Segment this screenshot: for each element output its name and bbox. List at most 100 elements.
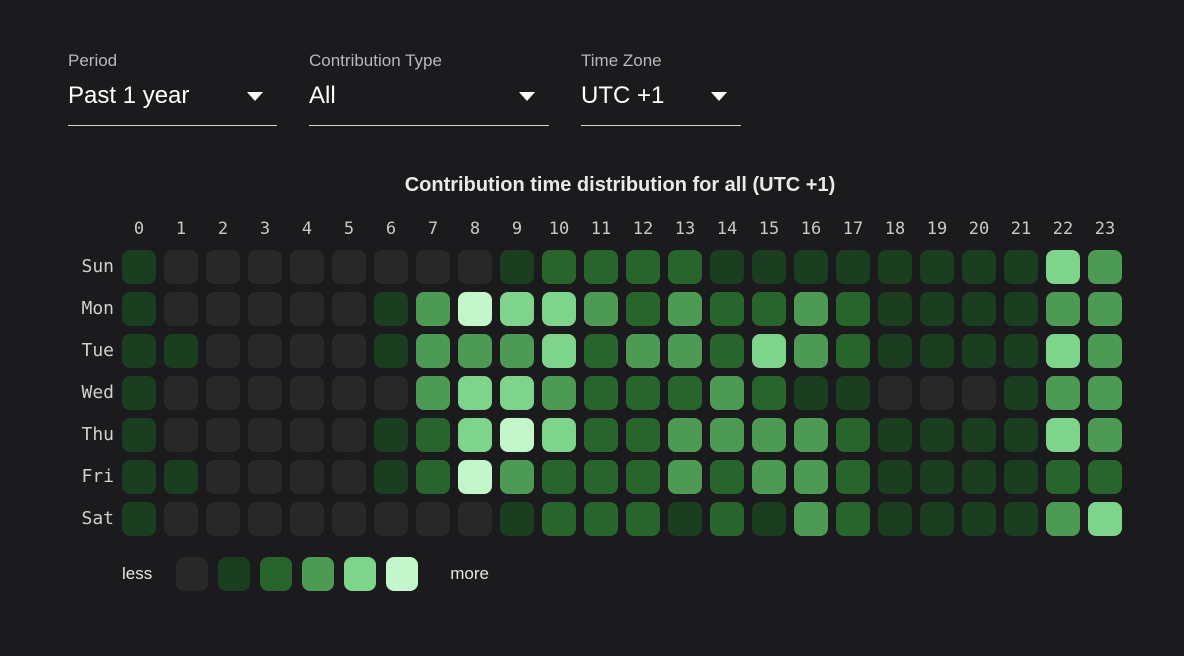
heatmap-cell[interactable] xyxy=(1046,460,1080,494)
heatmap-cell[interactable] xyxy=(290,334,324,368)
heatmap-cell[interactable] xyxy=(416,334,450,368)
heatmap-cell[interactable] xyxy=(710,334,744,368)
heatmap-cell[interactable] xyxy=(1088,250,1122,284)
heatmap-cell[interactable] xyxy=(1088,418,1122,452)
heatmap-cell[interactable] xyxy=(500,418,534,452)
heatmap-cell[interactable] xyxy=(878,502,912,536)
heatmap-cell[interactable] xyxy=(668,292,702,326)
heatmap-cell[interactable] xyxy=(836,502,870,536)
heatmap-cell[interactable] xyxy=(500,502,534,536)
heatmap-cell[interactable] xyxy=(374,376,408,410)
heatmap-cell[interactable] xyxy=(332,418,366,452)
heatmap-cell[interactable] xyxy=(1046,418,1080,452)
heatmap-cell[interactable] xyxy=(122,250,156,284)
heatmap-cell[interactable] xyxy=(500,460,534,494)
heatmap-cell[interactable] xyxy=(374,334,408,368)
heatmap-cell[interactable] xyxy=(332,502,366,536)
heatmap-cell[interactable] xyxy=(1088,460,1122,494)
heatmap-cell[interactable] xyxy=(584,502,618,536)
heatmap-cell[interactable] xyxy=(332,292,366,326)
heatmap-cell[interactable] xyxy=(122,376,156,410)
heatmap-cell[interactable] xyxy=(248,502,282,536)
heatmap-cell[interactable] xyxy=(290,292,324,326)
heatmap-cell[interactable] xyxy=(206,376,240,410)
heatmap-cell[interactable] xyxy=(710,292,744,326)
heatmap-cell[interactable] xyxy=(584,334,618,368)
heatmap-cell[interactable] xyxy=(794,250,828,284)
heatmap-cell[interactable] xyxy=(542,376,576,410)
heatmap-cell[interactable] xyxy=(878,334,912,368)
heatmap-cell[interactable] xyxy=(668,376,702,410)
heatmap-cell[interactable] xyxy=(500,376,534,410)
heatmap-cell[interactable] xyxy=(458,376,492,410)
heatmap-cell[interactable] xyxy=(122,418,156,452)
heatmap-cell[interactable] xyxy=(416,250,450,284)
heatmap-cell[interactable] xyxy=(290,250,324,284)
heatmap-cell[interactable] xyxy=(794,502,828,536)
heatmap-cell[interactable] xyxy=(878,292,912,326)
time-zone-dropdown[interactable]: Time Zone UTC +1 xyxy=(581,50,741,126)
contribution-type-dropdown[interactable]: Contribution Type All xyxy=(309,50,549,126)
heatmap-cell[interactable] xyxy=(1004,418,1038,452)
heatmap-cell[interactable] xyxy=(626,292,660,326)
heatmap-cell[interactable] xyxy=(794,334,828,368)
heatmap-cell[interactable] xyxy=(416,376,450,410)
heatmap-cell[interactable] xyxy=(374,292,408,326)
heatmap-cell[interactable] xyxy=(752,418,786,452)
heatmap-cell[interactable] xyxy=(1046,334,1080,368)
heatmap-cell[interactable] xyxy=(626,334,660,368)
heatmap-cell[interactable] xyxy=(584,250,618,284)
heatmap-cell[interactable] xyxy=(542,502,576,536)
heatmap-cell[interactable] xyxy=(668,418,702,452)
heatmap-cell[interactable] xyxy=(1088,292,1122,326)
heatmap-cell[interactable] xyxy=(584,292,618,326)
heatmap-cell[interactable] xyxy=(290,376,324,410)
heatmap-cell[interactable] xyxy=(920,334,954,368)
heatmap-cell[interactable] xyxy=(1088,502,1122,536)
heatmap-cell[interactable] xyxy=(626,250,660,284)
heatmap-cell[interactable] xyxy=(962,502,996,536)
heatmap-cell[interactable] xyxy=(752,250,786,284)
heatmap-cell[interactable] xyxy=(836,418,870,452)
heatmap-cell[interactable] xyxy=(206,460,240,494)
heatmap-cell[interactable] xyxy=(1004,502,1038,536)
heatmap-cell[interactable] xyxy=(962,292,996,326)
heatmap-cell[interactable] xyxy=(626,418,660,452)
heatmap-cell[interactable] xyxy=(1004,376,1038,410)
heatmap-cell[interactable] xyxy=(626,502,660,536)
heatmap-cell[interactable] xyxy=(206,250,240,284)
heatmap-cell[interactable] xyxy=(248,334,282,368)
heatmap-cell[interactable] xyxy=(878,460,912,494)
heatmap-cell[interactable] xyxy=(794,418,828,452)
heatmap-cell[interactable] xyxy=(164,250,198,284)
heatmap-cell[interactable] xyxy=(710,460,744,494)
heatmap-cell[interactable] xyxy=(920,250,954,284)
heatmap-cell[interactable] xyxy=(752,376,786,410)
heatmap-cell[interactable] xyxy=(416,460,450,494)
heatmap-cell[interactable] xyxy=(1004,460,1038,494)
heatmap-cell[interactable] xyxy=(836,250,870,284)
heatmap-cell[interactable] xyxy=(836,292,870,326)
heatmap-cell[interactable] xyxy=(542,250,576,284)
heatmap-cell[interactable] xyxy=(1046,250,1080,284)
heatmap-cell[interactable] xyxy=(668,502,702,536)
heatmap-cell[interactable] xyxy=(836,334,870,368)
heatmap-cell[interactable] xyxy=(542,460,576,494)
heatmap-cell[interactable] xyxy=(542,418,576,452)
heatmap-cell[interactable] xyxy=(626,376,660,410)
heatmap-cell[interactable] xyxy=(164,292,198,326)
heatmap-cell[interactable] xyxy=(290,418,324,452)
heatmap-cell[interactable] xyxy=(248,418,282,452)
heatmap-cell[interactable] xyxy=(122,502,156,536)
heatmap-cell[interactable] xyxy=(290,502,324,536)
heatmap-cell[interactable] xyxy=(458,292,492,326)
heatmap-cell[interactable] xyxy=(752,292,786,326)
heatmap-cell[interactable] xyxy=(416,418,450,452)
heatmap-cell[interactable] xyxy=(290,460,324,494)
heatmap-cell[interactable] xyxy=(500,292,534,326)
heatmap-cell[interactable] xyxy=(458,502,492,536)
heatmap-cell[interactable] xyxy=(164,502,198,536)
heatmap-cell[interactable] xyxy=(962,250,996,284)
heatmap-cell[interactable] xyxy=(458,250,492,284)
heatmap-cell[interactable] xyxy=(920,292,954,326)
